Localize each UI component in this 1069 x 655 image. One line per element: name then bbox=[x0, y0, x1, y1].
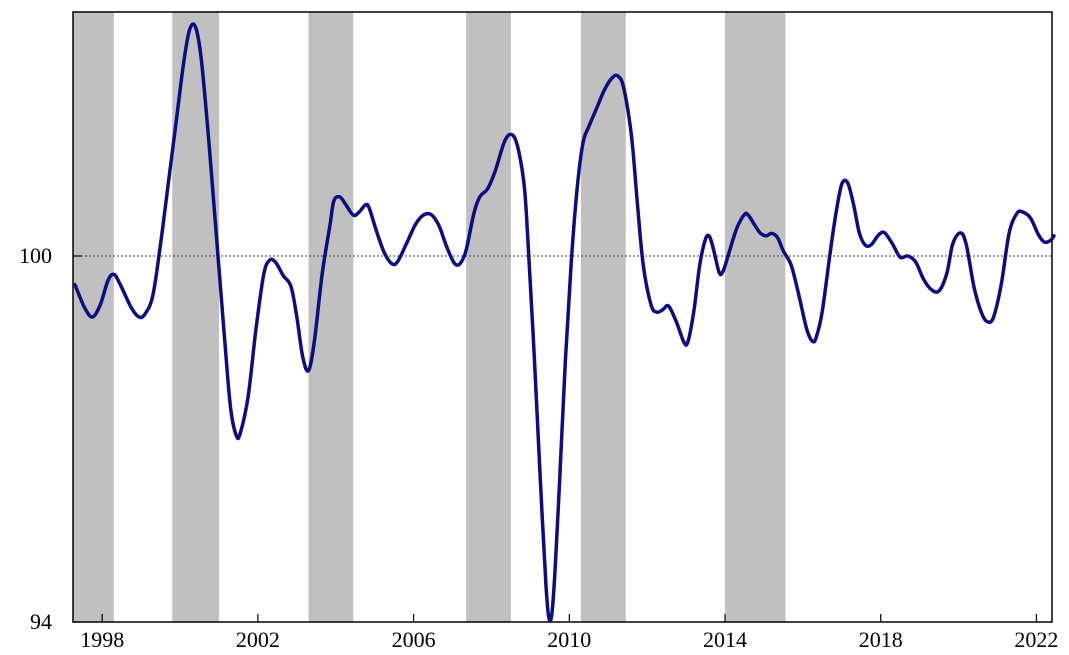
shaded-periods bbox=[73, 12, 786, 622]
x-tick-label-2002: 2002 bbox=[236, 627, 280, 652]
x-tick-label-2010: 2010 bbox=[547, 627, 591, 652]
data-line-series bbox=[73, 22, 1056, 623]
shaded-period-5 bbox=[580, 12, 626, 622]
y-axis-tick-labels: 100 94 bbox=[19, 243, 52, 634]
shaded-period-4 bbox=[466, 12, 511, 622]
shaded-period-3 bbox=[308, 12, 354, 622]
plot-area-frame bbox=[72, 11, 1053, 623]
x-axis-tick-labels: 1998 2002 2006 2010 2014 2018 2022 bbox=[80, 627, 1058, 652]
x-axis-ticks bbox=[73, 255, 1038, 623]
x-tick-label-2022: 2022 bbox=[1014, 627, 1058, 652]
x-tick-label-2014: 2014 bbox=[703, 627, 747, 652]
shaded-period-6 bbox=[725, 12, 786, 622]
y-tick-label-94: 94 bbox=[30, 609, 52, 634]
x-tick-label-2018: 2018 bbox=[859, 627, 903, 652]
y-tick-label-100: 100 bbox=[19, 243, 52, 268]
x-tick-label-1998: 1998 bbox=[80, 627, 124, 652]
shaded-period-2 bbox=[172, 12, 219, 622]
x-tick-label-2006: 2006 bbox=[392, 627, 436, 652]
